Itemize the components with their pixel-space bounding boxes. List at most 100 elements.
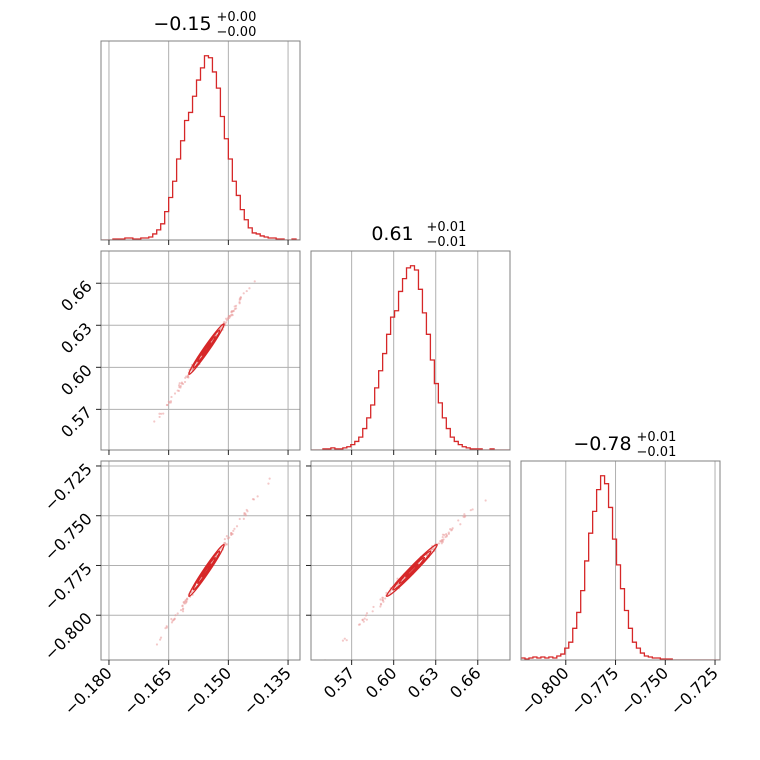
scatter-point [469, 509, 472, 512]
scatter-point [173, 392, 177, 395]
scatter-point [441, 536, 444, 539]
scatter-point [184, 376, 187, 379]
scatter-point [233, 307, 237, 311]
scatter-point [183, 380, 187, 384]
axes-frame [100, 40, 301, 241]
scatter-point [233, 527, 236, 530]
x-tick-label: 0.66 [446, 663, 485, 702]
scatter-point [170, 621, 174, 624]
scatter-point [245, 508, 248, 512]
scatter-point [234, 304, 238, 307]
scatter-point [155, 643, 159, 646]
scatter-point [253, 280, 256, 283]
panel-1-1 [311, 251, 510, 450]
panel-2-0 [101, 461, 300, 667]
x-tick-label: 0.57 [320, 663, 359, 702]
scatter-point [232, 309, 235, 312]
panels: −0.15 +0.00−0.000.570.600.630.660.61 +0.01… [41, 10, 722, 719]
panel-0-0 [101, 41, 300, 240]
scatter-point [365, 612, 369, 615]
x-tick-label: 0.60 [362, 663, 401, 702]
y-tick-label: −0.725 [41, 459, 96, 514]
scatter-point [187, 374, 190, 378]
scatter-point [162, 412, 165, 415]
scatter-point [451, 527, 454, 530]
scatter-point [381, 599, 384, 602]
scatter-point [471, 508, 474, 511]
scatter-point [437, 542, 441, 545]
scatter-point [445, 532, 448, 536]
scatter-point [371, 610, 374, 613]
scatter-point [464, 514, 467, 518]
scatter-point [444, 535, 447, 539]
scatter-point [223, 542, 226, 545]
scatter-point [158, 412, 161, 415]
scatter-point [185, 597, 189, 601]
scatter-point [179, 386, 182, 389]
scatter-point [379, 605, 382, 608]
scatter-point [153, 420, 156, 423]
scatter-point [343, 637, 346, 640]
panel-2-2 [521, 461, 720, 660]
contour-level [196, 556, 216, 585]
scatter-point [363, 617, 366, 620]
contour-level [404, 563, 419, 578]
title-lower-error: −0.01 [427, 235, 467, 250]
contour-level [201, 342, 212, 357]
axes-frame [520, 460, 721, 661]
scatter-point [224, 543, 227, 546]
y-tick-label: 0.66 [57, 277, 96, 316]
scatter-point [176, 612, 179, 615]
scatter-point [170, 395, 173, 399]
y-tick-label: −0.750 [41, 509, 96, 564]
hist-clip [311, 265, 510, 450]
contour-level [188, 543, 225, 598]
scatter-point [230, 533, 233, 536]
panel-2-1 [311, 461, 510, 660]
scatter-point [358, 623, 362, 626]
y-tick-label: 0.63 [57, 319, 96, 358]
scatter-point [381, 596, 385, 599]
scatter-point [238, 517, 241, 521]
scatter-point [171, 619, 174, 622]
scatter-point [139, 665, 141, 667]
scatter-point [238, 298, 241, 301]
contour-level [398, 556, 426, 585]
scatter-point [341, 639, 345, 642]
scatter-point [225, 535, 228, 538]
scatter-point [457, 519, 460, 522]
scatter-point [224, 321, 228, 324]
contour-level [188, 323, 225, 376]
y-tick-label: −0.800 [41, 609, 96, 664]
scatter-point [267, 482, 270, 485]
scatter-point [440, 542, 443, 545]
scatter-point [462, 515, 465, 518]
y-tick-label: 0.60 [57, 361, 96, 400]
x-tick-label: −0.725 [667, 663, 722, 718]
scatter-point [443, 533, 446, 537]
scatter-point [158, 415, 161, 419]
scatter-point [232, 529, 235, 532]
scatter-point [178, 382, 181, 385]
scatter-point [224, 317, 228, 320]
scatter-point [447, 531, 450, 534]
scatter-point [372, 605, 375, 609]
histogram-line [101, 55, 300, 240]
scatter-point [238, 301, 241, 304]
scatter-point [459, 523, 462, 526]
scatter-point [174, 614, 177, 617]
scatter-point [380, 603, 383, 606]
scatter-point [442, 538, 445, 541]
y-tick-label: 0.57 [57, 403, 96, 442]
title-upper-error: +0.01 [427, 220, 467, 235]
scatter-point [180, 381, 184, 384]
contour-level [392, 550, 432, 591]
x-tick-label: −0.135 [240, 663, 295, 718]
histogram-line [311, 265, 510, 450]
scatter-point [268, 477, 271, 480]
scatter-point [159, 638, 162, 641]
axes-frame [310, 460, 511, 661]
scatter-point [219, 327, 222, 330]
x-tick-label: −0.775 [567, 663, 622, 718]
